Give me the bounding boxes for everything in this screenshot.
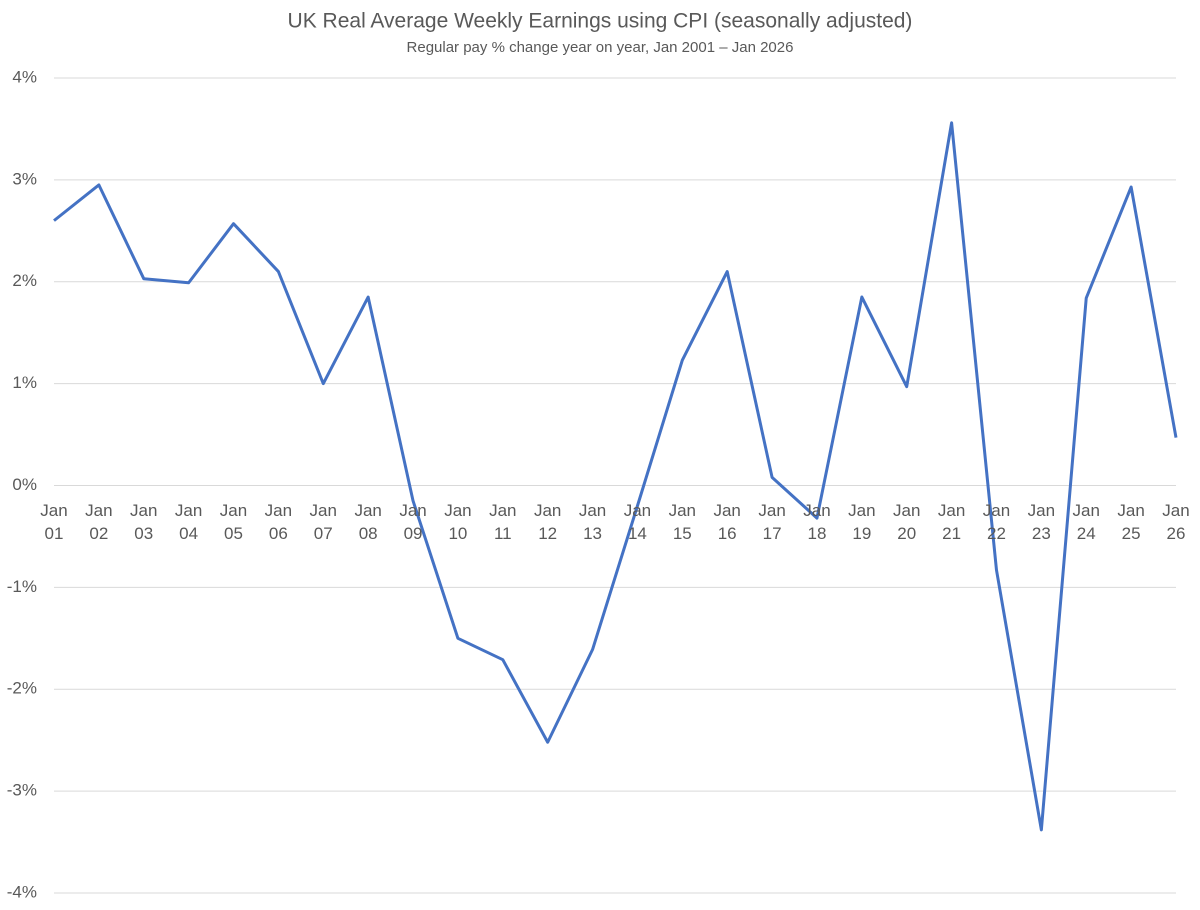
x-tick-label: Jan 20 — [893, 500, 921, 543]
x-tick-label: Jan 26 — [1162, 500, 1190, 543]
x-tick-label: Jan 02 — [85, 500, 113, 543]
y-tick-label: 4% — [12, 67, 37, 86]
y-tick-label: -4% — [7, 882, 37, 901]
x-tick-label: Jan 16 — [713, 500, 741, 543]
y-tick-label: 1% — [12, 373, 37, 392]
x-tick-label: Jan 07 — [309, 500, 337, 543]
x-tick-label: Jan 10 — [444, 500, 472, 543]
x-tick-label: Jan 12 — [533, 500, 562, 543]
chart-title: UK Real Average Weekly Earnings using CP… — [288, 10, 913, 33]
x-tick-label: Jan 13 — [578, 500, 607, 543]
x-tick-label: Jan 01 — [40, 500, 68, 543]
x-tick-label: Jan 06 — [264, 500, 293, 543]
chart-subtitle: Regular pay % change year on year, Jan 2… — [407, 39, 794, 56]
data-line — [53, 121, 1178, 832]
x-tick-label: Jan 17 — [758, 500, 786, 543]
x-tick-label: Jan 15 — [668, 500, 697, 543]
x-tick-label: Jan 11 — [489, 500, 517, 543]
x-tick-label: Jan 24 — [1072, 500, 1100, 543]
x-tick-label: Jan 09 — [399, 500, 427, 543]
y-tick-label: 0% — [12, 475, 37, 494]
x-tick-label: Jan 14 — [623, 500, 652, 543]
y-tick-label: 2% — [12, 271, 37, 290]
x-tick-label: Jan 04 — [174, 500, 203, 543]
y-tick-label: -3% — [7, 781, 37, 800]
x-tick-label: Jan 03 — [130, 500, 158, 543]
x-tick-label: Jan 18 — [803, 500, 831, 543]
x-tick-label: Jan 23 — [1027, 500, 1056, 543]
y-tick-label: 3% — [12, 169, 37, 188]
y-tick-label: -1% — [7, 577, 37, 596]
y-tick-label: -2% — [7, 679, 37, 698]
x-tick-label: Jan 05 — [219, 500, 248, 543]
x-tick-label: Jan 08 — [354, 500, 382, 543]
x-tick-label: Jan 19 — [848, 500, 876, 543]
x-tick-label: Jan 25 — [1117, 500, 1145, 543]
x-tick-label: Jan 21 — [937, 500, 966, 543]
x-tick-label: Jan 22 — [982, 500, 1011, 543]
